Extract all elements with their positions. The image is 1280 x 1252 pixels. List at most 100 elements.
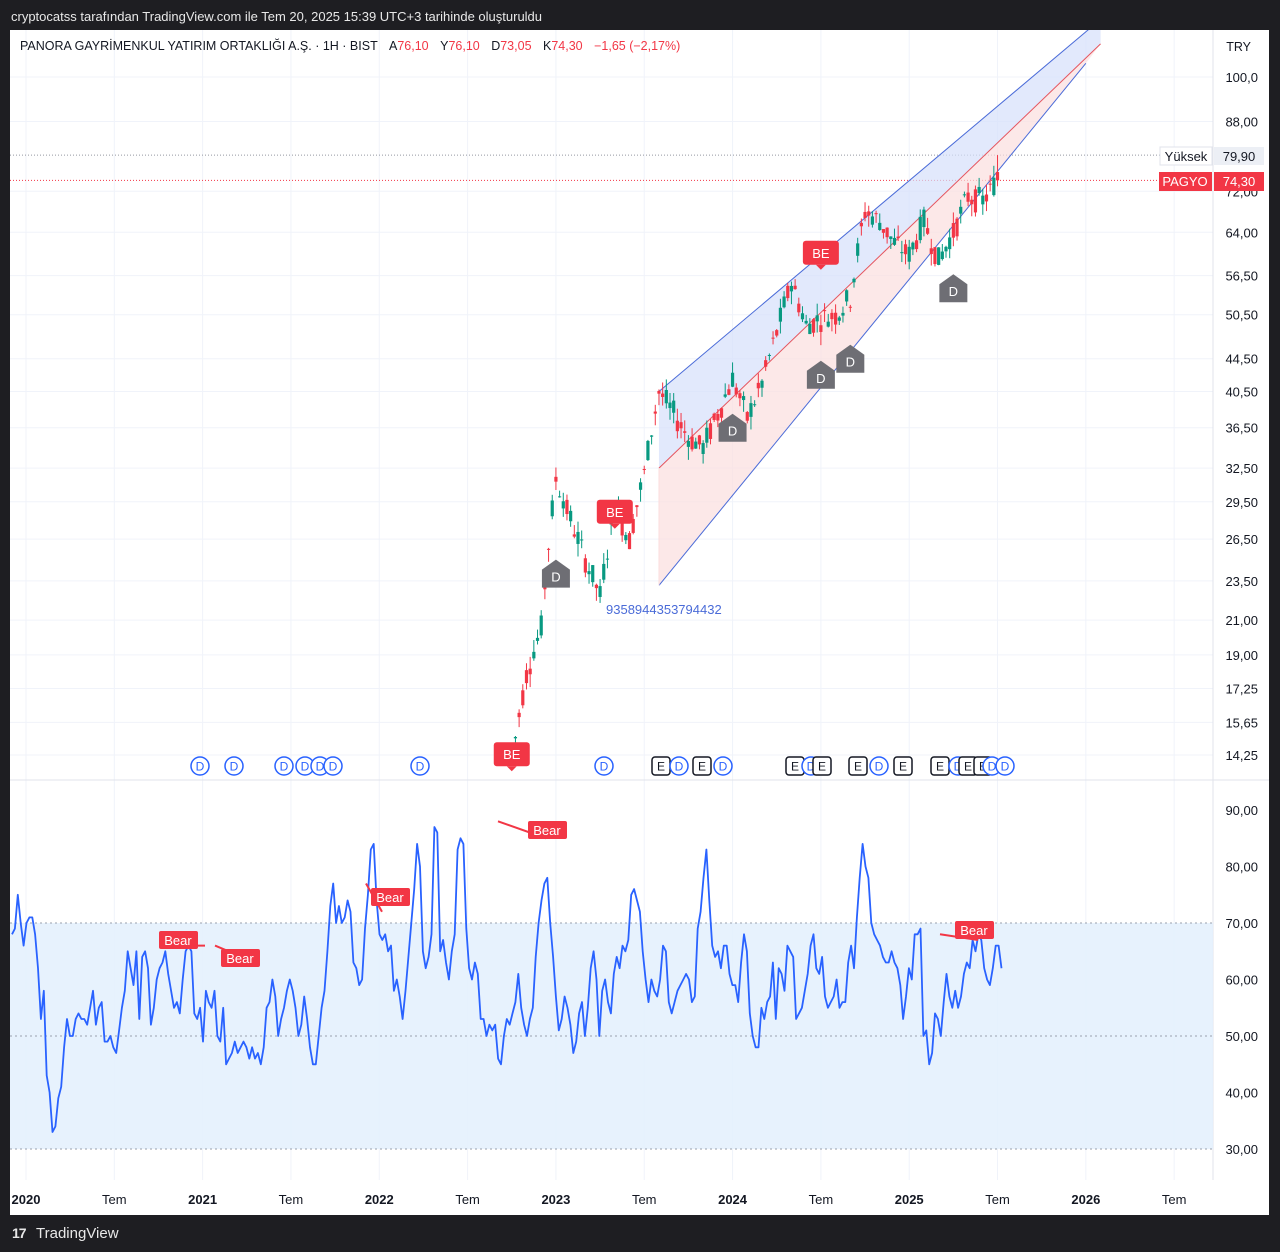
be-marker-label: BE — [812, 246, 830, 261]
candle-body — [697, 435, 702, 445]
time-axis-label: 2026 — [1071, 1192, 1100, 1207]
candle-body — [837, 317, 841, 321]
rsi-axis[interactable]: 90,00 80,00 70,00 60,00 50,00 40,00 30,00 — [1225, 803, 1258, 1157]
candle-body — [786, 285, 790, 299]
candle-body — [683, 431, 687, 433]
candle-body — [970, 199, 974, 205]
d-marker-label: D — [551, 570, 560, 585]
candle-body — [657, 390, 661, 394]
candle-body — [690, 436, 694, 450]
dividend-event-icon — [224, 756, 244, 776]
open-label: A — [388, 39, 398, 53]
candle-body — [664, 389, 668, 404]
bear-label-box — [955, 921, 994, 939]
event-label: D — [1001, 760, 1010, 774]
candle-body — [808, 323, 812, 335]
candle-body — [546, 548, 551, 550]
bear-label-box — [159, 931, 198, 949]
candle-body — [727, 389, 731, 395]
dividend-event-icon — [410, 756, 430, 776]
event-label: E — [698, 760, 706, 774]
event-label: E — [936, 760, 944, 774]
candle-body — [889, 236, 893, 239]
event-label: E — [657, 760, 665, 774]
price-axis-label: 23,50 — [1225, 574, 1258, 589]
dividend-event-icon — [995, 756, 1015, 776]
dividend-event-icon — [323, 756, 343, 776]
candle-body — [708, 423, 713, 439]
candle-body — [532, 651, 536, 659]
signal-markers[interactable]: BE BE BE D D D D D — [493, 240, 968, 772]
price-axis-label: 14,25 — [1225, 748, 1258, 763]
time-axis-label: Tem — [1162, 1192, 1187, 1207]
candle-body — [642, 468, 646, 470]
channel-upper-line — [658, 30, 1089, 392]
candle-body — [668, 402, 672, 409]
candle-body — [841, 312, 845, 316]
candle-body — [624, 534, 628, 541]
candle-body — [661, 393, 665, 397]
last-badge-label: PAGYO — [1162, 174, 1207, 189]
candle-body — [937, 247, 941, 265]
candle-body — [800, 313, 805, 320]
time-axis-label: Tem — [985, 1192, 1010, 1207]
time-axis-label: 2025 — [895, 1192, 924, 1207]
be-marker-label: BE — [503, 747, 521, 762]
rsi-band — [10, 922, 1213, 1150]
candle-body — [948, 237, 952, 250]
candle-body — [686, 440, 690, 447]
candle-body — [598, 586, 602, 597]
candle-body — [845, 290, 849, 302]
footer-bar: 17 TradingView — [0, 1215, 1280, 1252]
earnings-event-icon — [692, 756, 712, 776]
event-label: E — [854, 760, 862, 774]
candle-body — [959, 206, 963, 214]
candle-body — [539, 615, 543, 636]
candle-body — [896, 236, 900, 239]
event-label: D — [329, 760, 338, 774]
bear-label: Bear — [226, 951, 254, 966]
price-axis-label: 19,00 — [1225, 648, 1258, 663]
dividend-event-icon — [713, 756, 733, 776]
bear-label-box — [221, 949, 260, 967]
high-label: Y — [440, 39, 449, 53]
be-marker-label: BE — [606, 505, 624, 520]
candle-body — [701, 443, 705, 454]
candle-body — [561, 501, 565, 509]
price-axis-label: 56,50 — [1225, 269, 1258, 284]
be-marker-pointer — [609, 523, 620, 529]
currency-label[interactable]: TRY — [1226, 40, 1251, 54]
candle-body — [719, 408, 724, 418]
candle-body — [782, 296, 786, 308]
candle-body — [583, 558, 587, 573]
time-axis[interactable]: 2020 Tem 2021 Tem 2022 Tem 2023 Tem 2024 Tem 2025 T… — [12, 1192, 1187, 1207]
be-marker-box — [493, 742, 530, 767]
event-markers[interactable]: DDDDDDDDEDEDEDEEDEEDEEDD — [190, 756, 1015, 776]
bear-label-box — [528, 821, 567, 839]
candle-body — [870, 216, 874, 225]
candle-body — [528, 668, 532, 675]
candle-body — [513, 736, 518, 739]
candle-body — [966, 192, 970, 202]
candle-body — [767, 354, 771, 356]
candle-body — [535, 637, 540, 641]
close-label: K — [543, 39, 552, 53]
price-axis[interactable]: 100,088,0072,0064,0056,5050,5044,5040,50… — [1225, 70, 1258, 763]
candle-body — [650, 435, 654, 437]
candle-body — [602, 563, 606, 580]
time-axis-label: 2022 — [365, 1192, 394, 1207]
last-badge-value: 74,30 — [1223, 174, 1256, 189]
channel-lower-line — [658, 63, 1087, 586]
time-axis-label: 2024 — [718, 1192, 748, 1207]
be-marker-box — [802, 240, 839, 265]
be-marker-box — [596, 499, 633, 524]
high-badge-label: Yüksek — [1165, 149, 1208, 164]
candle-body — [918, 216, 922, 241]
candle-body — [977, 186, 981, 194]
candle-body — [955, 218, 959, 237]
candle-body — [984, 194, 989, 202]
bear-divergences[interactable]: Bear Bear Bear Bear Bear — [159, 820, 994, 967]
price-axis-label: 32,50 — [1225, 461, 1258, 476]
